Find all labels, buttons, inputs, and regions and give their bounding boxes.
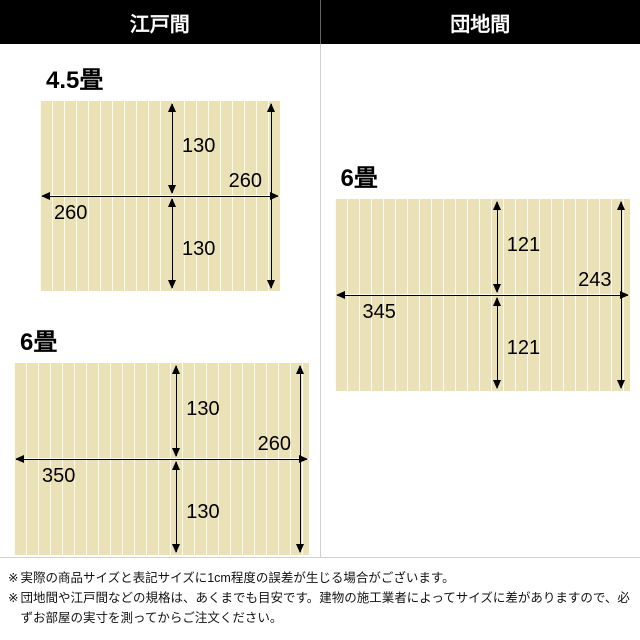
height-arrow: [300, 366, 301, 552]
column-headers: 江戸間 団地間: [0, 0, 640, 44]
header-danchima: 団地間: [321, 0, 640, 44]
half-top-arrow: [172, 104, 173, 193]
half-bottom-arrow: [176, 462, 177, 552]
diagram-dan-6: 6畳 345 121 121 243: [335, 158, 630, 391]
dim-width: 260: [54, 202, 87, 225]
note-text: 団地間や江戸間などの規格は、あくまでも目安です。建物の施工業者によってサイズに差…: [20, 588, 632, 628]
half-bottom-arrow: [172, 199, 173, 288]
dim-half-top: 130: [186, 398, 219, 421]
note-marker: ※: [8, 568, 18, 588]
tatami-mat: 345 121 121 243: [335, 199, 630, 391]
diagram-grid: 4.5畳 260 130 130 260 6畳 350: [0, 44, 640, 578]
height-arrow: [621, 202, 622, 388]
dim-width: 345: [363, 301, 396, 324]
half-top-arrow: [176, 366, 177, 456]
diagram-title: 6畳: [335, 158, 630, 193]
dim-height: 260: [229, 170, 262, 193]
tatami-mat: 260 130 130 260: [40, 101, 280, 291]
dim-half-top: 130: [182, 135, 215, 158]
width-arrow: [42, 196, 278, 197]
col-edoma: 4.5畳 260 130 130 260 6畳 350: [0, 44, 321, 578]
dim-height: 260: [258, 433, 291, 456]
footer-note-1: ※ 実際の商品サイズと表記サイズに1cm程度の誤差が生じる場合がございます。: [8, 568, 632, 588]
height-arrow: [271, 104, 272, 288]
dim-half-bottom: 130: [186, 501, 219, 524]
header-edoma: 江戸間: [0, 0, 321, 44]
diagram-edo-4.5: 4.5畳 260 130 130 260: [40, 60, 280, 291]
dim-half-top: 121: [507, 234, 540, 257]
footer-notes: ※ 実際の商品サイズと表記サイズに1cm程度の誤差が生じる場合がございます。 ※…: [0, 557, 640, 640]
diagram-title: 6畳: [14, 322, 309, 357]
dim-width: 350: [42, 465, 75, 488]
half-bottom-arrow: [497, 298, 498, 388]
tatami-mat: 350 130 130 260: [14, 363, 309, 555]
diagram-title: 4.5畳: [40, 60, 280, 95]
dim-height: 243: [578, 269, 611, 292]
col-danchima: 6畳 345 121 121 243: [321, 44, 640, 578]
half-top-arrow: [497, 202, 498, 292]
note-text: 実際の商品サイズと表記サイズに1cm程度の誤差が生じる場合がございます。: [20, 568, 454, 588]
width-arrow: [16, 459, 307, 460]
diagram-edo-6: 6畳 350 130 130 260: [14, 322, 309, 555]
footer-note-2: ※ 団地間や江戸間などの規格は、あくまでも目安です。建物の施工業者によってサイズ…: [8, 588, 632, 628]
width-arrow: [337, 295, 628, 296]
dim-half-bottom: 130: [182, 238, 215, 261]
dim-half-bottom: 121: [507, 337, 540, 360]
note-marker: ※: [8, 588, 18, 628]
